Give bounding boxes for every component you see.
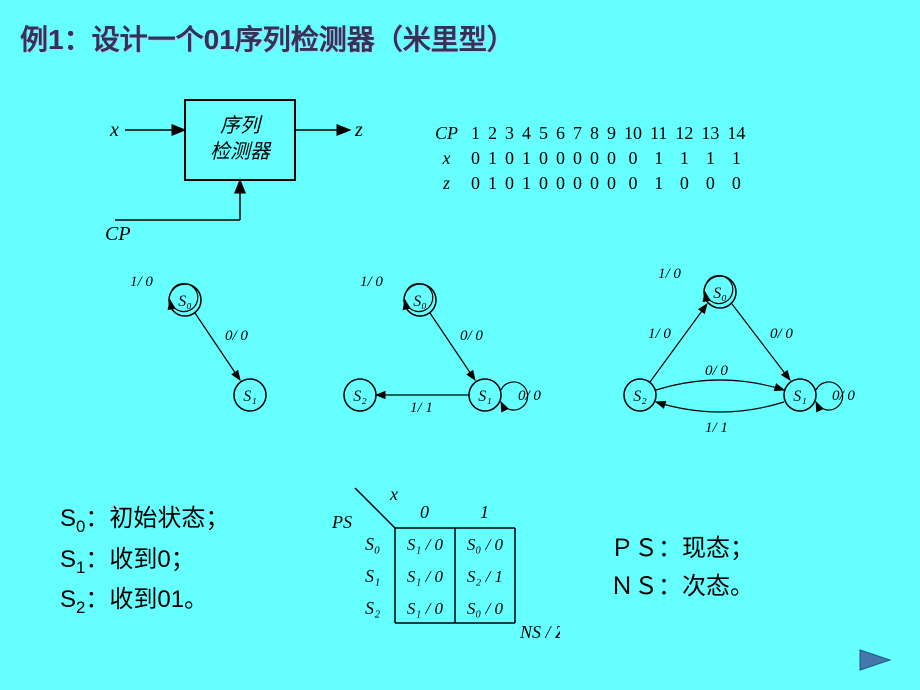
svg-text:S₀ / 0: S₀ / 0 [467,535,504,554]
svg-text:0/ 0: 0/ 0 [832,388,855,404]
svg-text:PS: PS [331,512,352,532]
svg-text:0/ 0: 0/ 0 [225,328,248,344]
cp-row: CP 1234567891011121314 [432,122,748,145]
svg-text:1/ 0: 1/ 0 [130,274,153,290]
block-diagram: 序列 检测器 x z CP [105,90,365,250]
svg-text:1/ 0: 1/ 0 [648,326,671,342]
svg-text:0/ 0: 0/ 0 [770,326,793,342]
x-label: x [109,119,119,141]
svg-text:1: 1 [480,502,489,522]
legend-psns: ＰＳ：现态； ＮＳ：次态。 [610,530,754,607]
svg-text:1/ 0: 1/ 0 [658,266,681,282]
state-diagrams: S₀ 1/ 0 0/ 0 S₁ S₀ 1/ 0 0/ 0 S₁ 0/ 0 1/ … [100,260,880,460]
sequence-table: CP 1234567891011121314 x 01010000001111 … [430,120,750,197]
svg-text:1/ 0: 1/ 0 [360,274,383,290]
legend-s0: S0：初始状态； [60,500,229,541]
page-title: 例1：设计一个01序列检测器（米里型） [20,18,515,58]
svg-text:S₂ / 1: S₂ / 1 [467,567,503,586]
legend-ps: ＰＳ：现态； [610,530,754,568]
state-diagram-2: S₀ 1/ 0 0/ 0 S₁ 0/ 0 1/ 1 S₂ [344,274,541,416]
cp-label: CP [105,223,131,245]
z-label: z [354,119,363,141]
svg-text:S₁: S₁ [478,388,492,405]
legend-ns: ＮＳ：次态。 [610,568,754,606]
svg-text:1/ 1: 1/ 1 [705,420,728,436]
state-diagram-3: S₀ 1/ 0 S₁ 0/ 0 S₂ 0/ 0 1/ 0 0/ 0 1/ 1 [624,266,855,436]
legend-s2: S2：收到01。 [60,581,229,622]
legend-states: S0：初始状态； S1：收到0； S2：收到01。 [60,500,229,622]
box-label-1: 序列 [220,115,263,137]
svg-text:S₁: S₁ [243,388,257,405]
svg-text:S₀: S₀ [365,534,380,554]
svg-text:S₀ / 0: S₀ / 0 [467,599,504,618]
svg-text:S₂: S₂ [353,388,367,405]
svg-text:S₁: S₁ [365,566,380,586]
state-diagram-1: S₀ 1/ 0 0/ 0 S₁ [130,274,266,411]
svg-text:0/ 0: 0/ 0 [518,388,541,404]
svg-text:S₀: S₀ [713,285,727,302]
svg-text:S₁ / 0: S₁ / 0 [407,567,444,586]
svg-text:NS / Z: NS / Z [519,622,560,642]
svg-text:x: x [389,484,398,504]
svg-text:S₀: S₀ [178,293,192,310]
svg-text:S₁ / 0: S₁ / 0 [407,599,444,618]
svg-text:S₁ / 0: S₁ / 0 [407,535,444,554]
svg-text:S₀: S₀ [413,293,427,310]
next-arrow-icon[interactable] [855,645,895,675]
svg-text:0/ 0: 0/ 0 [705,363,728,379]
z-row: z 01010000001000 [432,172,748,195]
transition-table: x PS 0 1 S₀ S₁ S₂ S₁ / 0 S₀ / 0 S₁ / 0 S… [310,478,560,658]
box-label-2: 检测器 [210,141,272,163]
svg-text:S₂: S₂ [633,388,647,405]
x-row: x 01010000001111 [432,147,748,170]
svg-text:S₁: S₁ [793,388,807,405]
svg-text:S₂: S₂ [365,598,380,618]
svg-text:1/ 1: 1/ 1 [410,400,433,416]
svg-text:0: 0 [420,502,429,522]
legend-s1: S1：收到0； [60,541,229,582]
svg-text:0/ 0: 0/ 0 [460,328,483,344]
detector-box [185,100,295,180]
